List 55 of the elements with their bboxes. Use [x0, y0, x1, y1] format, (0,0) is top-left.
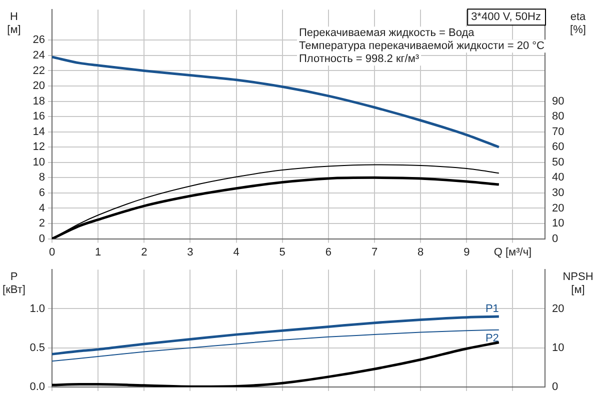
annotation: 3*400 V, 50Hz — [471, 11, 541, 24]
y-axis-title: H [м] — [7, 11, 21, 36]
y-tick-label: 18 — [32, 95, 45, 108]
y-tick-label: 22 — [32, 64, 45, 77]
x-tick-label: 1 — [95, 246, 102, 258]
y2-tick-label: 10 — [552, 218, 564, 230]
y-tick-label: 8 — [38, 172, 45, 184]
y2-tick-label: 80 — [552, 110, 564, 123]
annotation: Перекачиваемая жидкость = Вода — [299, 27, 476, 40]
y-tick-label: 0.0 — [30, 381, 45, 394]
y-tick-label: 12 — [32, 141, 45, 154]
y2-axis-title: eta [%] — [570, 11, 587, 36]
x-tick-label: 8 — [418, 246, 424, 258]
annotation: Температура перекачиваемой жидкости = 20 °C — [299, 40, 545, 52]
x-tick-label: 7 — [371, 246, 378, 258]
x-tick-label: 5 — [279, 246, 286, 258]
y2-axis-title: NPSH [м] — [562, 271, 594, 296]
y-tick-label: 6 — [38, 186, 45, 199]
x-tick-label: 9 — [464, 246, 470, 258]
y2-tick-label: 30 — [552, 186, 564, 199]
y2-tick-label: 20 — [552, 302, 564, 315]
x-tick-label: 3 — [187, 246, 194, 258]
y-tick-label: 24 — [32, 49, 45, 62]
y-tick-label: 10 — [32, 156, 45, 168]
y-tick-label: 0.5 — [30, 342, 45, 354]
line-series — [52, 56, 500, 148]
y2-tick-label: 0 — [552, 232, 558, 245]
y-tick-label: 1.0 — [30, 302, 45, 315]
x-tick-label: 0 — [48, 246, 56, 258]
x-tick-label: Q [м³/ч] — [494, 246, 532, 258]
y-tick-label: 0 — [38, 232, 45, 245]
y2-tick-label: 60 — [552, 141, 564, 154]
y2-tick-label: 0 — [552, 381, 558, 394]
y-tick-label: 2 — [38, 218, 45, 230]
y-tick-label: 26 — [32, 34, 45, 46]
y-tick-label: 4 — [38, 202, 45, 214]
x-tick-label: 2 — [141, 246, 148, 258]
y-tick-label: 14 — [32, 126, 45, 138]
y2-tick-label: 90 — [552, 95, 564, 108]
y2-tick-label: 20 — [552, 202, 564, 214]
x-tick-label: 4 — [233, 246, 240, 258]
y-axis-title: P [кВт] — [2, 271, 26, 296]
y2-tick-label: 70 — [552, 126, 564, 138]
series-label: P1 — [485, 303, 499, 316]
line-series — [52, 329, 500, 362]
line-series — [52, 341, 500, 387]
line-series — [52, 315, 500, 356]
y2-tick-label: 10 — [552, 342, 564, 354]
y2-tick-label: 50 — [552, 156, 564, 168]
y-tick-label: 20 — [32, 80, 45, 92]
series-label: P2 — [485, 332, 499, 344]
y-tick-label: 16 — [32, 110, 45, 123]
y2-tick-label: 40 — [552, 172, 564, 184]
annotation: Плотность = 998.2 кг/м³ — [299, 53, 420, 66]
x-tick-label: 6 — [325, 246, 332, 258]
